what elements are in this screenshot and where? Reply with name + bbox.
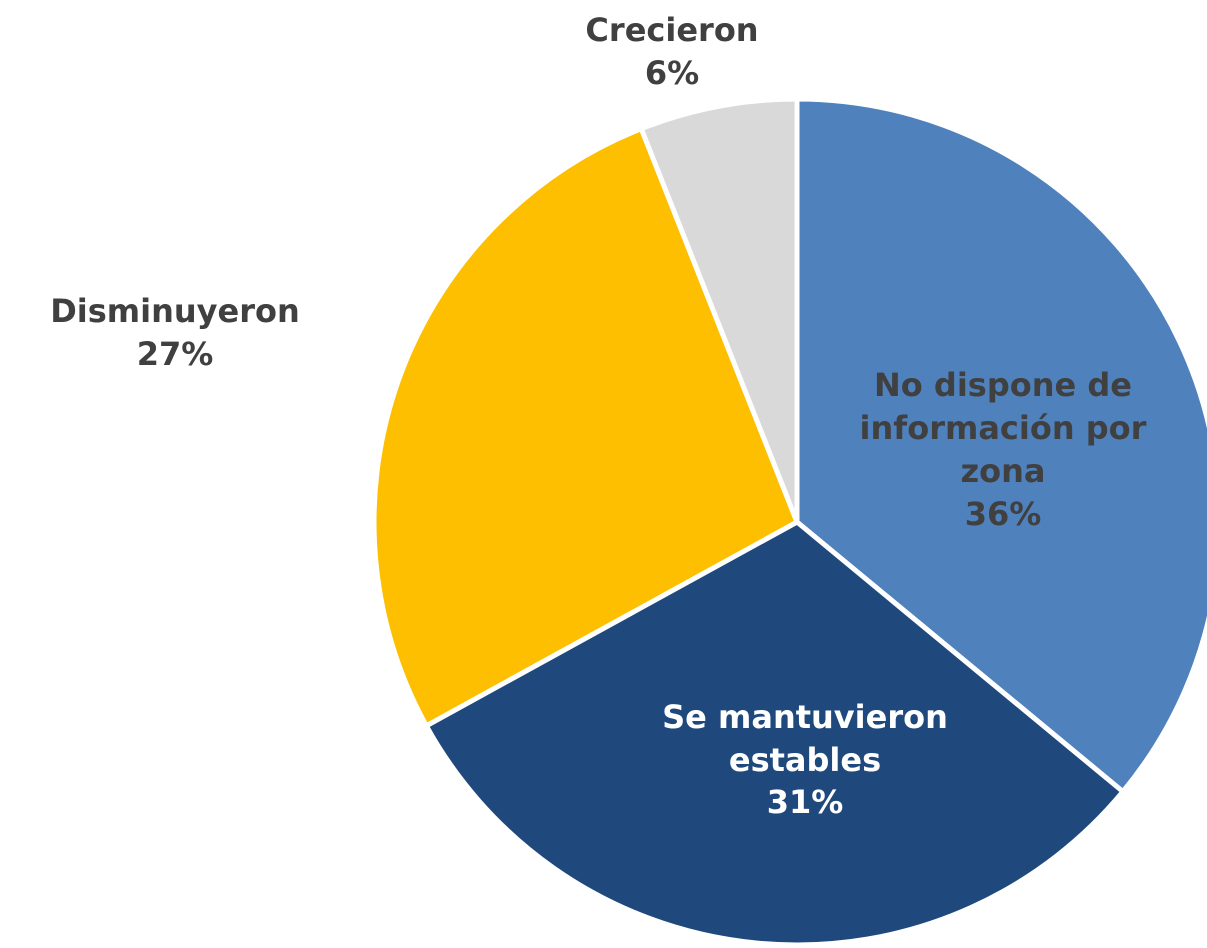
slice-label-box: Crecieron 6%	[522, 0, 822, 107]
slice-label: Crecieron 6%	[522, 0, 822, 107]
value-label: 31%	[766, 783, 844, 822]
slice-label: No dispone de información por zona 36%	[813, 335, 1193, 565]
value-label: 6%	[644, 54, 700, 92]
pie-slice	[794, 96, 1207, 795]
value-label: 36%	[964, 494, 1042, 533]
category-label: Disminuyeron	[50, 292, 300, 331]
category-label: No dispone de información por zona	[859, 366, 1147, 490]
pie-slice	[371, 126, 800, 729]
category-label: Crecieron	[585, 11, 759, 50]
slice-label-box: Disminuyeron 27%	[5, 278, 345, 388]
slice-label-box: Se mantuvieron estables 31%	[595, 670, 1015, 850]
slice-label: Disminuyeron 27%	[5, 278, 345, 388]
category-label: Se mantuvieron estables	[662, 697, 948, 779]
slice-label-box: No dispone de información por zona 36%	[813, 335, 1193, 565]
slice-label: Se mantuvieron estables 31%	[595, 670, 1015, 850]
value-label: 27%	[136, 335, 214, 373]
pie-slice	[638, 96, 800, 525]
